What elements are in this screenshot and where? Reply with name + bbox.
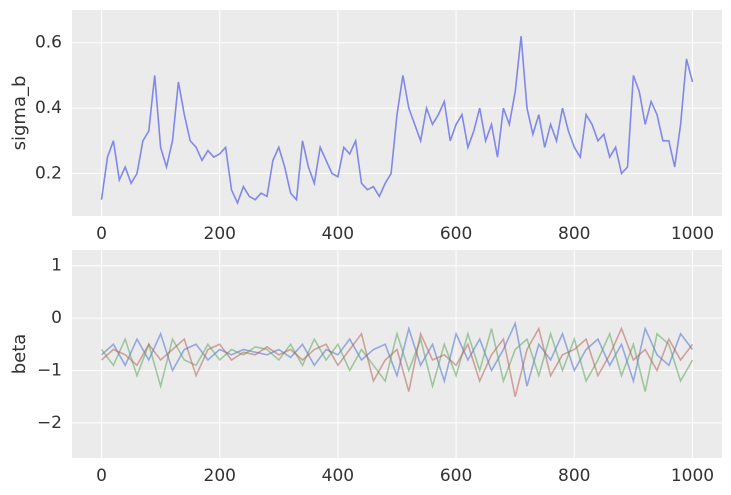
- x-tick-label: 400: [322, 466, 354, 486]
- x-tick-label: 200: [204, 224, 236, 244]
- x-tick-label: 0: [96, 224, 107, 244]
- x-tick-label: 1000: [671, 224, 714, 244]
- trace-line: [100, 36, 694, 206]
- y-axis-label: beta: [9, 334, 30, 375]
- y-tick-label: −1: [37, 361, 62, 381]
- x-tick-label: 0: [96, 466, 107, 486]
- y-axis-label: sigma_b: [9, 76, 30, 151]
- trace-line: [100, 326, 694, 397]
- x-tick-label: 600: [440, 466, 472, 486]
- x-tick-label: 200: [204, 466, 236, 486]
- y-tick-label: 1: [51, 256, 62, 276]
- x-tick-label: 800: [558, 466, 590, 486]
- y-tick-label: 0.2: [35, 163, 62, 183]
- trace-line: [100, 328, 694, 392]
- x-tick-label: 800: [558, 224, 590, 244]
- trace-line: [100, 320, 694, 387]
- x-tick-label: 600: [440, 224, 472, 244]
- y-tick-label: 0: [51, 308, 62, 328]
- y-tick-label: −2: [37, 413, 62, 433]
- x-tick-label: 1000: [671, 466, 714, 486]
- y-tick-label: 0.4: [35, 98, 62, 118]
- x-tick-label: 400: [322, 224, 354, 244]
- y-tick-label: 0.6: [35, 33, 62, 53]
